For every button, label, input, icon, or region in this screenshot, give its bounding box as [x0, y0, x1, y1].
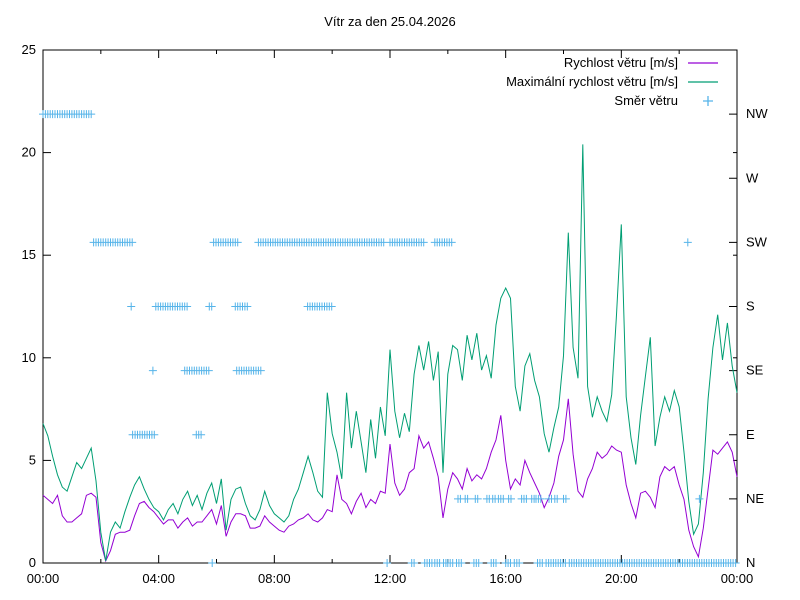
y-right-direction-label: W: [746, 170, 759, 185]
x-tick-label: 00:00: [721, 571, 754, 586]
y-axis-left-labels: 0 5 10 15 20 25: [22, 42, 36, 570]
y-right-direction-label: NE: [746, 491, 764, 506]
plot-frame: [42, 49, 738, 564]
x-axis-labels: 00:00 04:00 08:00 12:00 16:00 20:00 00:00: [27, 571, 754, 586]
x-tick-label: 20:00: [605, 571, 638, 586]
series-line: [42, 144, 738, 561]
y-right-direction-label: NW: [746, 106, 768, 121]
legend-sample-wind-direction-plus-icon: [703, 96, 713, 106]
y-left-tick-label: 20: [22, 145, 36, 160]
y-axis-right-ticks: [729, 113, 737, 564]
y-left-tick-label: 25: [22, 42, 36, 57]
x-tick-label: 00:00: [27, 571, 60, 586]
x-tick-label: 12:00: [374, 571, 407, 586]
legend-label-avg-wind-speed: Rychlost větru [m/s]: [564, 55, 678, 70]
x-tick-label: 08:00: [258, 571, 291, 586]
series-wind-direction-markers: [39, 110, 740, 567]
series-avg-wind-speed-line: [42, 398, 738, 563]
x-tick-label: 16:00: [489, 571, 522, 586]
legend-label-max-wind-speed: Maximální rychlost větru [m/s]: [506, 74, 678, 89]
wind-direction-plus-markers: [39, 110, 740, 567]
y-right-direction-label: S: [746, 299, 755, 314]
y-right-direction-label: SE: [746, 363, 764, 378]
y-left-tick-label: 0: [29, 555, 36, 570]
y-left-tick-label: 15: [22, 247, 36, 262]
legend-label-wind-direction: Směr větru: [614, 93, 678, 108]
series-line: [42, 398, 738, 563]
y-right-direction-label: E: [746, 427, 755, 442]
y-left-tick-label: 10: [22, 350, 36, 365]
y-right-direction-label: N: [746, 555, 755, 570]
chart-title: Vítr za den 25.04.2026: [324, 14, 456, 29]
x-tick-label: 04:00: [142, 571, 175, 586]
y-right-direction-label: SW: [746, 234, 768, 249]
legend: Rychlost větru [m/s] Maximální rychlost …: [506, 55, 718, 108]
y-left-tick-label: 5: [29, 452, 36, 467]
y-axis-right-labels: N NE E SE S SW W NW: [746, 106, 768, 570]
y-axis-left-ticks: [43, 49, 51, 564]
x-axis-ticks: [42, 50, 738, 563]
series-max-wind-speed-line: [42, 144, 738, 561]
